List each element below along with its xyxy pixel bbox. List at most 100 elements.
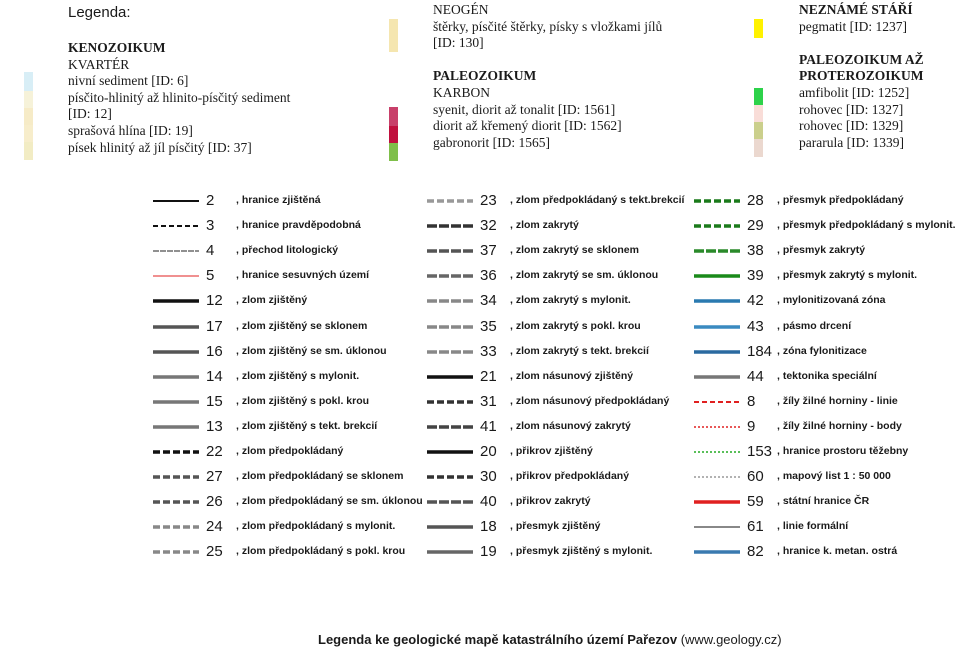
color-swatch — [389, 19, 398, 52]
line-number: 4 — [206, 242, 215, 260]
line-symbol — [427, 525, 473, 530]
legend-entry: rohovec [ID: 1327] — [799, 101, 904, 117]
line-label: , zlom násunový zjištěný — [510, 369, 634, 382]
line-label: , zlom násunový zakrytý — [510, 419, 631, 432]
legend-col3-items: NEZNÁMÉ STÁŘÍ pegmatit [ID: 1237] PALEOZOI… — [799, 2, 924, 151]
caption: Legenda ke geologické mapě katastrálního… — [318, 632, 782, 647]
line-symbol — [694, 324, 740, 329]
line-number: 82 — [747, 543, 764, 561]
legend-entry: písek hlinitý až jíl písčitý [ID: 37] — [68, 139, 252, 155]
line-number: 35 — [480, 317, 497, 335]
legend-entry: syenit, diorit až tonalit [ID: 1561] — [433, 101, 616, 117]
line-number: 30 — [480, 468, 497, 486]
color-swatch — [389, 107, 398, 126]
line-symbol — [694, 451, 740, 453]
line-label: , žíly žilné horniny - body — [777, 419, 902, 432]
line-number: 31 — [480, 392, 497, 410]
line-symbol — [427, 249, 473, 253]
line-label: , zlom předpokládaný s mylonit. — [236, 520, 396, 533]
line-symbol — [153, 349, 199, 354]
line-number: 28 — [747, 192, 764, 209]
line-symbol — [427, 199, 473, 203]
line-number: 33 — [480, 342, 497, 360]
line-symbol — [427, 224, 473, 228]
line-symbol — [153, 550, 199, 555]
line-label: , zlom zjištěný s tekt. brekcií — [236, 419, 378, 432]
legend-entry: pegmatit [ID: 1237] — [799, 18, 907, 34]
line-label: , hranice prostoru těžebny — [777, 445, 909, 457]
line-number: 26 — [206, 493, 223, 511]
line-label: , zlom zjištěný — [236, 294, 308, 307]
line-number: 29 — [747, 217, 764, 235]
line-number: 14 — [206, 367, 223, 385]
line-label: , přesmyk zakrytý s mylonit. — [777, 269, 918, 282]
legend-col-3: NEZNÁMÉ STÁŘÍ pegmatit [ID: 1237] PALEOZOI… — [799, 2, 924, 151]
legend-entry: NEZNÁMÉ STÁŘÍ — [799, 2, 913, 17]
line-symbol — [694, 199, 740, 203]
legend-entry: [ID: 12] — [68, 106, 112, 122]
line-label: , mylonitizovaná zóna — [777, 294, 886, 307]
line-label: , tektonika speciální — [777, 369, 877, 382]
color-swatch — [389, 143, 398, 161]
line-label: , hranice zjištěná — [236, 194, 321, 206]
line-symbol — [153, 225, 199, 228]
line-label: , přesmyk zjištěný s mylonit. — [510, 545, 653, 558]
legend-entry: písčito-hlinitý až hlinito-písčitý sedim… — [68, 89, 291, 105]
line-symbol — [427, 374, 473, 379]
line-label: , přikrov zjištěný — [510, 445, 593, 457]
line-number: 24 — [206, 518, 223, 536]
line-symbol — [694, 476, 740, 478]
legend-col-1: Legenda: KENOZOIKUM KVARTÉR nivní sediment… — [68, 2, 290, 156]
line-number: 2 — [206, 192, 215, 209]
line-symbol — [153, 475, 199, 479]
line-label: , zlom zakrytý s tekt. brekcií — [510, 344, 649, 357]
line-label: , mapový list 1 : 50 000 — [777, 470, 891, 483]
line-number: 61 — [747, 518, 764, 536]
legend-entry: [ID: 130] — [433, 35, 484, 51]
line-number: 42 — [747, 292, 764, 310]
line-label: , zlom násunový předpokládaný — [510, 394, 670, 407]
line-number: 19 — [480, 543, 497, 561]
line-label: , přikrov předpokládaný — [510, 470, 630, 483]
line-symbol — [694, 349, 740, 354]
caption-title: Legenda ke geologické mapě katastrálního… — [318, 632, 678, 647]
line-label: , zlom zakrytý s pokl. krou — [510, 319, 641, 332]
line-label: , přikrov zakrytý — [510, 495, 591, 508]
line-number: 12 — [206, 292, 223, 310]
line-symbol — [427, 500, 473, 504]
color-swatch — [24, 108, 33, 125]
line-label: , zlom zakrytý se sklonem — [510, 244, 639, 257]
legend-col-2: NEOGÉN štěrky, písčité štěrky, písky s vl… — [433, 2, 662, 151]
line-symbol — [427, 400, 473, 404]
line-symbol — [694, 274, 740, 279]
legend-col2-items: NEOGÉN štěrky, písčité štěrky, písky s vl… — [433, 2, 662, 151]
line-number: 9 — [747, 417, 756, 435]
legend-entry: KVARTÉR — [68, 56, 130, 72]
line-symbol — [427, 425, 473, 429]
color-swatch — [389, 126, 398, 143]
legend-entry: rohovec [ID: 1329] — [799, 118, 904, 134]
line-number: 17 — [206, 317, 223, 335]
line-label: , zlom zjištěný se sklonem — [236, 319, 368, 332]
line-number: 37 — [480, 242, 497, 260]
line-label: , linie formální — [777, 520, 849, 533]
legend-entry: nivní sediment [ID: 6] — [68, 73, 189, 89]
line-label: , hranice k. metan. ostrá — [777, 545, 898, 558]
line-number: 27 — [206, 468, 223, 486]
legend-entry: štěrky, písčité štěrky, písky s vložkami… — [433, 18, 663, 34]
legend-entry: NEOGÉN — [433, 2, 489, 17]
legend-col1-items: KENOZOIKUM KVARTÉR nivní sediment [ID: 6] p… — [68, 40, 290, 156]
line-number: 5 — [206, 267, 215, 285]
line-label: , přesmyk zjištěný — [510, 520, 601, 533]
legend-heading: Legenda: — [68, 4, 131, 21]
line-symbol — [427, 299, 473, 304]
line-number: 184 — [747, 342, 773, 360]
line-number: 43 — [747, 317, 764, 335]
line-symbol — [694, 426, 740, 428]
line-number: 40 — [480, 493, 497, 511]
legend-entry: sprašová hlína [ID: 19] — [68, 122, 193, 138]
line-number: 21 — [480, 367, 497, 385]
line-number: 3 — [206, 217, 215, 235]
line-label: , zlom zjištěný s mylonit. — [236, 369, 360, 382]
line-label: , zlom předpokládaný s tekt.brekcií — [510, 194, 685, 206]
